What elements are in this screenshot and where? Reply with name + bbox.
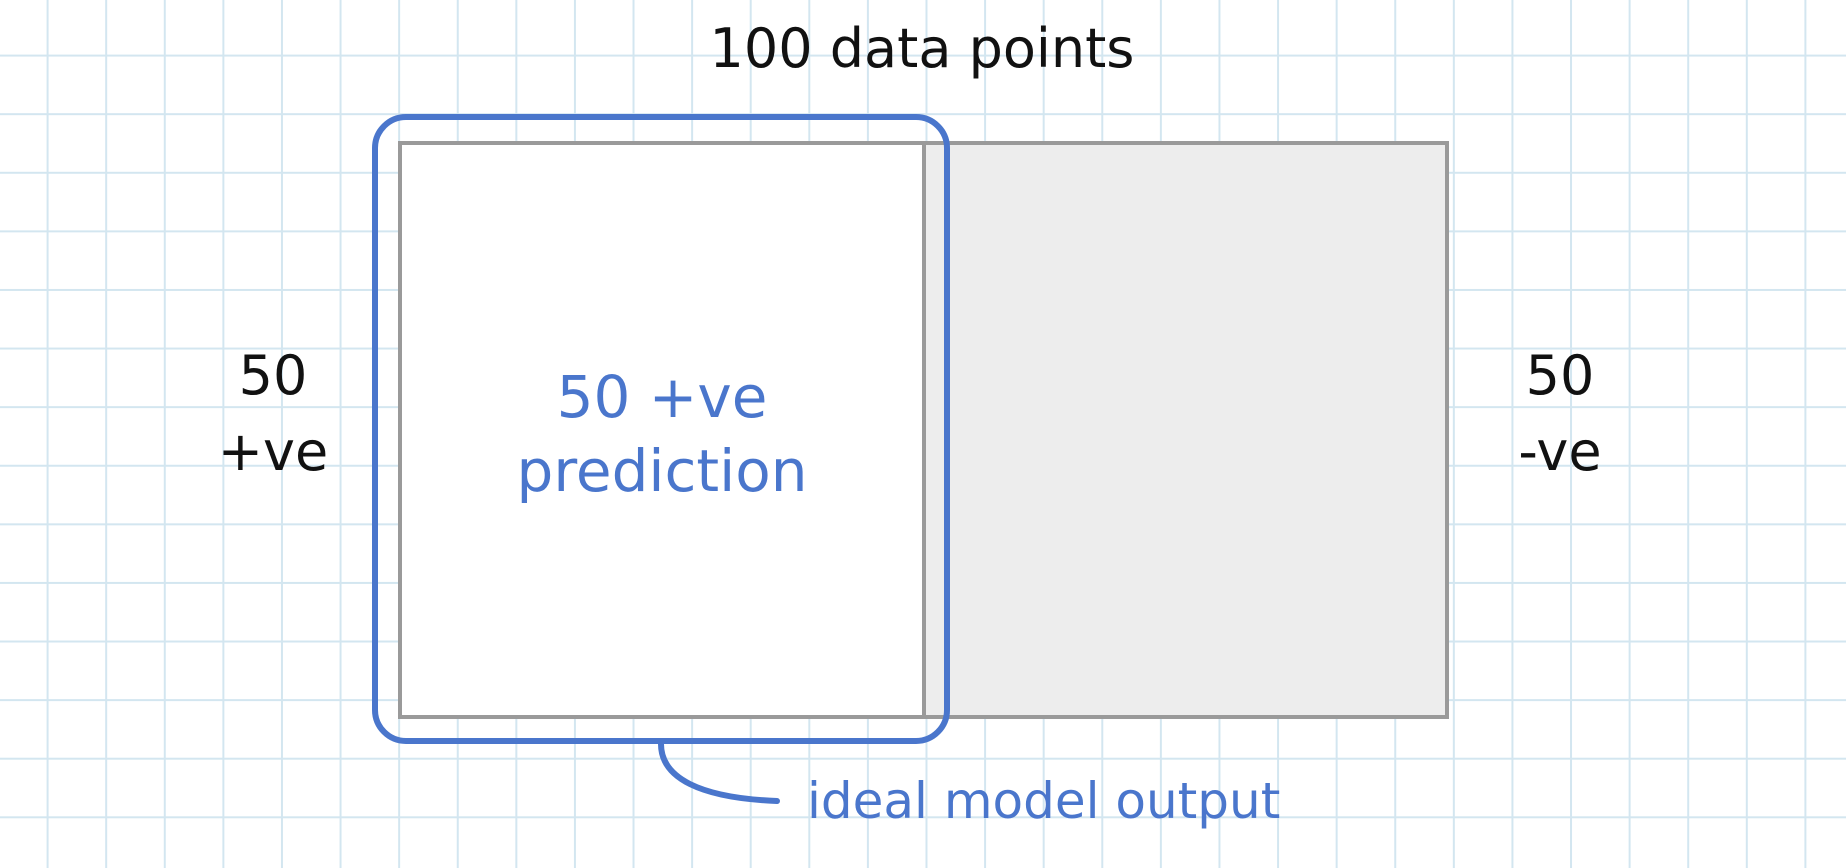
negative-region	[922, 141, 1449, 719]
negative-class-name: -ve	[1518, 420, 1602, 483]
annotation-label: ideal model output	[807, 772, 1281, 830]
diagram-title: 100 data points	[709, 17, 1135, 80]
positive-class-label: 50 +ve	[173, 338, 373, 490]
prediction-label-line-2: prediction	[516, 437, 808, 505]
negative-count: 50	[1525, 344, 1595, 407]
positive-class-name: +ve	[217, 420, 329, 483]
positive-count: 50	[238, 344, 308, 407]
negative-class-label: 50 -ve	[1460, 338, 1660, 490]
positive-region	[398, 141, 926, 719]
prediction-label: 50 +ve prediction	[398, 360, 926, 508]
prediction-label-line-1: 50 +ve	[556, 363, 768, 431]
